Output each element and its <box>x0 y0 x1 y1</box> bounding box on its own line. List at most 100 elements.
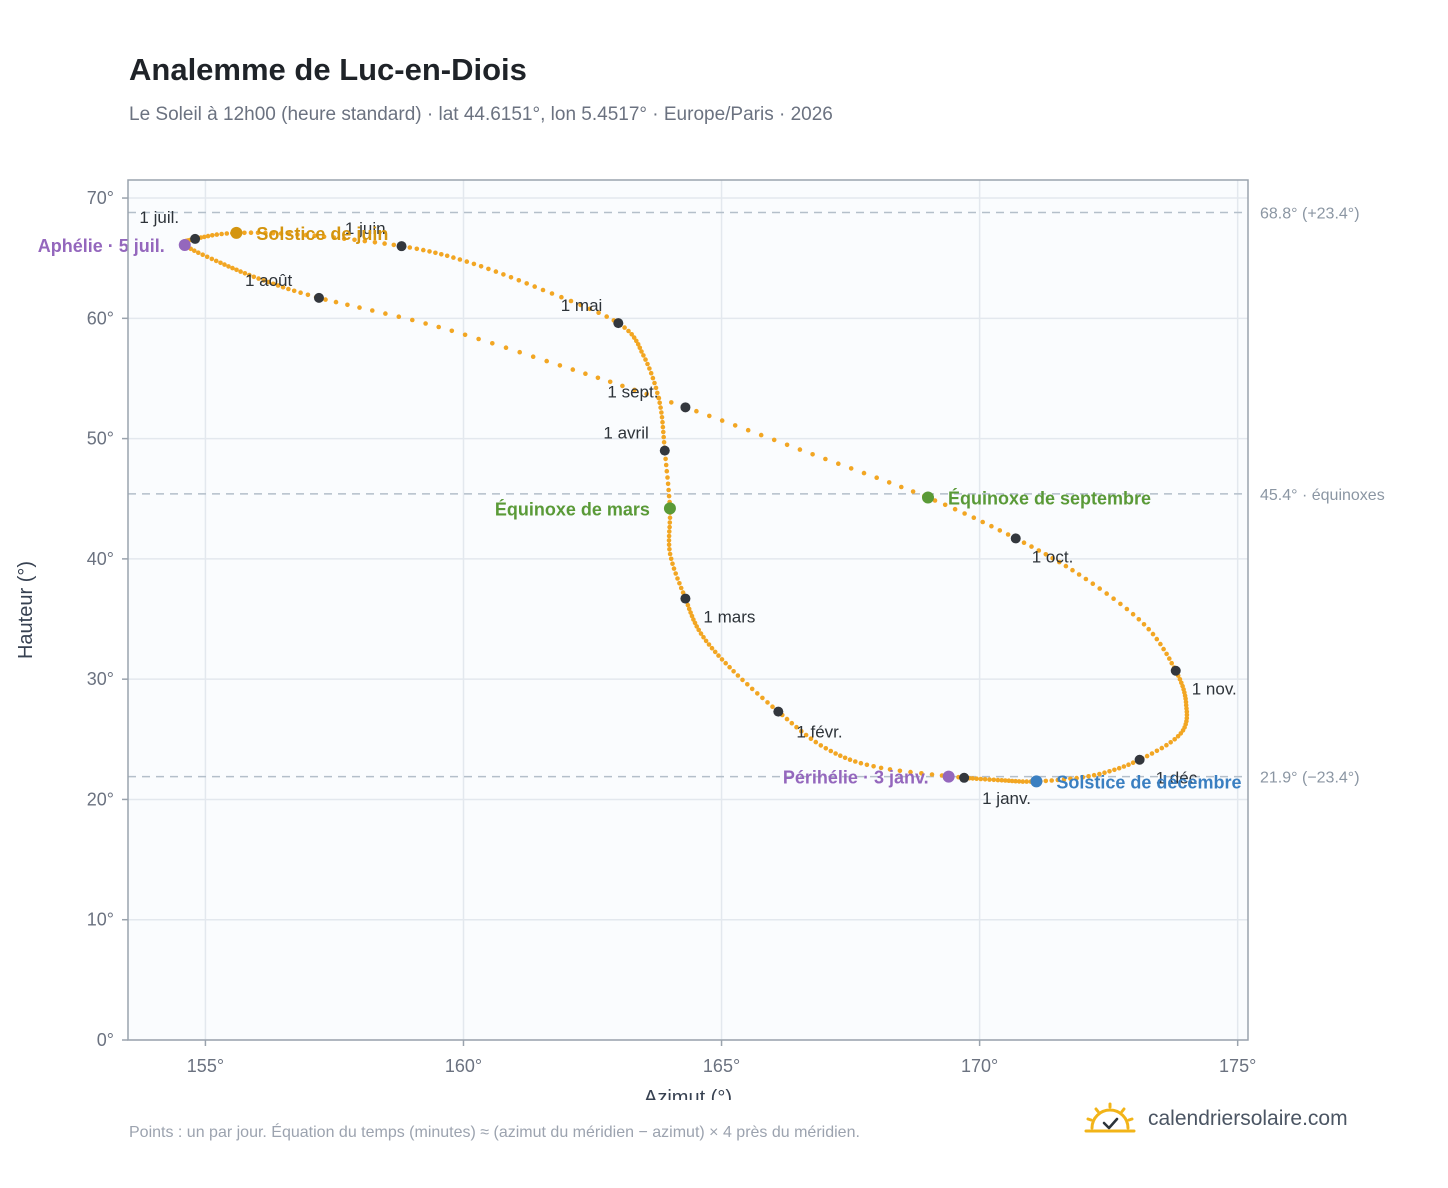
daily-sun-dot <box>667 524 672 530</box>
daily-sun-dot <box>874 475 879 481</box>
daily-sun-dot <box>828 748 834 754</box>
daily-sun-dot <box>648 370 654 376</box>
daily-sun-dot <box>383 311 388 316</box>
daily-sun-dot <box>670 561 675 566</box>
month-marker <box>396 241 407 252</box>
daily-sun-dot <box>677 581 682 586</box>
daily-sun-dot <box>632 387 637 393</box>
daily-sun-dot <box>671 566 677 571</box>
daily-sun-dot <box>210 233 215 238</box>
daily-sun-dot <box>200 252 205 257</box>
daily-sun-dot <box>1036 548 1042 553</box>
daily-sun-dot <box>222 262 227 267</box>
daily-sun-dot <box>476 336 481 342</box>
daily-sun-dot <box>853 759 858 764</box>
daily-sun-dot <box>462 332 468 338</box>
month-label: 1 août <box>245 271 293 290</box>
daily-sun-dot <box>391 242 397 248</box>
y-tick-label: 0° <box>97 1030 114 1050</box>
daily-sun-dot <box>688 610 693 615</box>
daily-sun-dot <box>1021 540 1027 545</box>
daily-sun-dot <box>668 556 674 562</box>
daily-sun-dot <box>661 429 666 435</box>
daily-sun-dot <box>286 286 291 292</box>
daily-sun-dot <box>665 481 671 487</box>
daily-sun-dot <box>286 231 292 237</box>
event-marker <box>922 491 934 504</box>
daily-sun-dot <box>1090 581 1096 586</box>
axis-ticks: 155° 160° 165° 170° 175° 0° 10° 20° 30° 40° 50° 60°… <box>87 188 1257 1076</box>
daily-sun-dot <box>1055 777 1061 783</box>
daily-sun-dot <box>457 257 463 262</box>
daily-sun-dot <box>370 308 375 313</box>
brand[interactable]: calendriersolaire.com <box>1084 1102 1348 1136</box>
daily-sun-dot <box>478 264 484 269</box>
daily-sun-dot <box>732 423 738 428</box>
daily-sun-dot <box>1074 775 1079 781</box>
daily-sun-dot <box>1102 770 1107 775</box>
daily-sun-dot <box>1111 596 1116 601</box>
daily-sun-dot <box>238 269 243 274</box>
daily-sun-dot <box>771 437 777 443</box>
daily-sun-dot <box>503 345 509 351</box>
daily-sun-dot <box>410 317 415 323</box>
daily-sun-dot <box>997 528 1003 533</box>
daily-sun-dot <box>848 466 854 471</box>
daily-sun-dot <box>583 371 588 377</box>
daily-sun-dot <box>280 284 286 290</box>
daily-sun-dot <box>685 602 691 608</box>
daily-sun-dot <box>758 432 764 438</box>
daily-sun-dot <box>650 375 656 381</box>
daily-sun-dot <box>719 657 725 662</box>
daily-sun-dot <box>540 287 546 293</box>
daily-sun-dot <box>451 255 456 260</box>
month-label: 1 nov. <box>1192 680 1237 699</box>
daily-sun-dot <box>694 624 699 629</box>
daily-sun-dot <box>962 511 967 516</box>
month-label: 1 oct. <box>1032 547 1074 566</box>
daily-sun-dot <box>655 390 660 396</box>
daily-sun-dot <box>980 519 985 525</box>
daily-sun-dot <box>423 321 428 326</box>
daily-sun-dot <box>645 361 650 367</box>
daily-sun-dot <box>678 585 684 591</box>
daily-sun-dot <box>1016 779 1022 784</box>
daily-sun-dot <box>421 247 426 253</box>
daily-sun-dot <box>271 281 276 287</box>
daily-sun-dot <box>372 240 378 245</box>
month-label: 1 juin <box>345 219 386 238</box>
month-marker <box>313 292 324 303</box>
daily-sun-dot <box>745 682 750 687</box>
daily-sun-dot <box>886 480 892 485</box>
daily-sun-dot <box>932 498 938 503</box>
daily-sun-dot <box>784 442 790 448</box>
daily-sun-dot <box>214 232 220 237</box>
daily-sun-dot <box>667 529 672 534</box>
daily-sun-dot <box>263 230 268 236</box>
daily-sun-dot <box>192 248 197 253</box>
daily-sun-dot <box>275 283 281 288</box>
daily-sun-dot <box>1104 591 1109 596</box>
daily-sun-dot <box>929 772 935 777</box>
daily-sun-dot <box>799 728 804 734</box>
daily-sun-dot <box>740 677 745 683</box>
daily-sun-dot <box>345 302 350 308</box>
daily-sun-dot <box>1144 753 1150 759</box>
daily-sun-dot <box>666 487 671 493</box>
daily-sun-dot <box>234 267 239 273</box>
daily-sun-dot <box>407 245 413 250</box>
daily-sun-dot <box>578 302 583 308</box>
daily-sun-dot <box>808 736 814 741</box>
daily-sun-dot <box>666 542 672 548</box>
x-tick-label: 155° <box>187 1056 224 1076</box>
daily-sun-dot <box>568 298 574 304</box>
month-marker <box>773 706 784 717</box>
daily-sun-dot <box>1083 576 1089 582</box>
daily-sun-dot <box>1177 677 1183 682</box>
daily-sun-dot <box>1130 611 1136 617</box>
daily-sun-dot <box>810 452 815 457</box>
month-marker <box>1170 665 1181 676</box>
daily-sun-dot <box>991 777 997 783</box>
daily-sun-dot <box>823 456 828 462</box>
daily-sun-dot <box>667 515 673 520</box>
